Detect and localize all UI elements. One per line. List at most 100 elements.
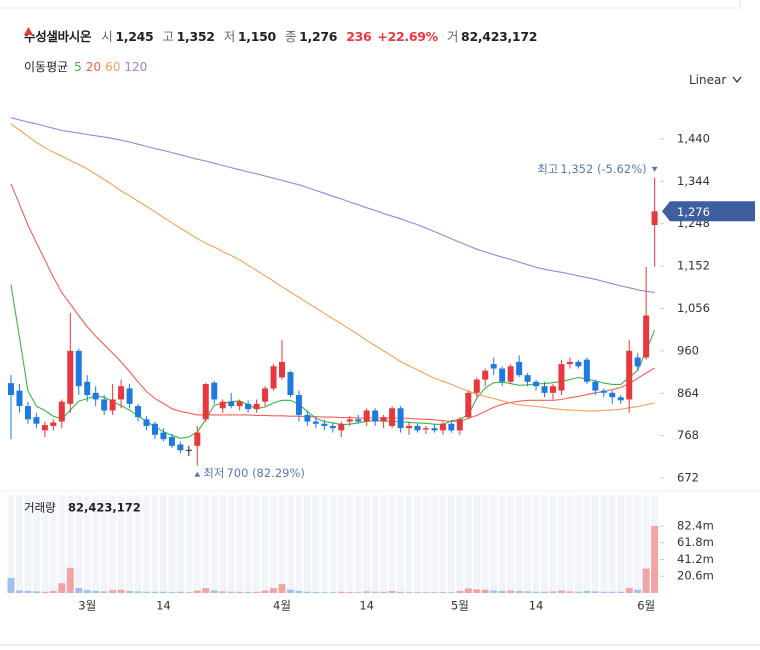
volume-slot xyxy=(202,495,210,593)
legend-entry: 120 xyxy=(124,60,148,74)
last-price-tag xyxy=(662,201,755,222)
volume-bar xyxy=(430,592,438,593)
volume-slot xyxy=(320,495,328,593)
candle-body xyxy=(338,423,345,431)
legend-entry: 5 xyxy=(74,60,82,74)
candle-body xyxy=(109,399,116,411)
volume-bar xyxy=(100,591,108,593)
volume-slot xyxy=(532,495,540,593)
volume-slot xyxy=(473,495,481,593)
candle-body xyxy=(321,423,328,426)
volume-slot xyxy=(32,495,40,593)
candle-body xyxy=(75,350,82,387)
volume-slot xyxy=(295,495,303,593)
volume-slot xyxy=(549,495,557,593)
volume-slot xyxy=(346,495,354,593)
candle-body xyxy=(406,425,413,429)
volume-bar xyxy=(481,589,489,593)
candle-body xyxy=(160,432,167,440)
volume-slot xyxy=(7,495,15,593)
candle-body xyxy=(295,395,302,415)
volume-bar xyxy=(363,591,371,593)
candle-body xyxy=(287,372,294,396)
candle-body xyxy=(643,315,650,358)
candle-body xyxy=(101,399,108,411)
volume-slot xyxy=(464,495,472,593)
chevron[interactable] xyxy=(732,76,742,84)
candle-body xyxy=(33,417,40,424)
quote-label: 고 xyxy=(162,29,174,44)
volume-bar xyxy=(642,568,650,593)
volume-bar xyxy=(549,591,557,593)
volume-slot xyxy=(303,495,311,593)
volume-bar xyxy=(83,590,91,593)
volume-slot xyxy=(456,495,464,593)
volume-slot xyxy=(278,495,286,593)
volume-slot xyxy=(574,495,582,593)
candle-body xyxy=(143,419,150,426)
volume-slot xyxy=(447,495,455,593)
volume-bar xyxy=(58,583,66,593)
volume-slot xyxy=(608,495,616,593)
volume-slot xyxy=(490,495,498,593)
scale-label[interactable]: Linear xyxy=(689,73,727,87)
volume-bar xyxy=(270,588,278,593)
scale-selector[interactable]: Linear xyxy=(689,73,742,87)
volume-bar xyxy=(625,588,633,593)
candle-body xyxy=(185,449,192,451)
candle-body xyxy=(84,381,91,396)
volume-bar xyxy=(413,592,421,593)
volume-bar xyxy=(126,590,134,593)
volume-bar xyxy=(397,591,405,593)
x-tick-label: 14 xyxy=(156,599,171,613)
candle-body xyxy=(507,366,514,382)
volume-bar xyxy=(515,590,523,593)
volume-bar xyxy=(303,591,311,593)
volume-slot xyxy=(583,495,591,593)
volume-slot xyxy=(261,495,269,593)
candle-body xyxy=(270,366,277,389)
ma-title: 이동평균 xyxy=(24,60,69,74)
volume-slot xyxy=(312,495,320,593)
volume-bar xyxy=(66,567,74,593)
candle-body xyxy=(312,421,319,424)
volume-slot xyxy=(41,495,49,593)
quote-value: 1,245 xyxy=(115,29,154,44)
volume-bar xyxy=(329,592,337,593)
volume-slot xyxy=(185,495,193,593)
volume-slot xyxy=(363,495,371,593)
volume-slot xyxy=(270,495,278,593)
ma-line xyxy=(10,123,655,412)
candle-body xyxy=(473,379,480,393)
y-tick-label: 1,248 xyxy=(677,216,710,230)
volume-bar xyxy=(168,592,176,593)
candle-body xyxy=(431,428,438,431)
candle-body xyxy=(194,432,201,446)
y-tick-label: 1,056 xyxy=(677,301,710,315)
candle-body xyxy=(414,425,421,431)
candle-body xyxy=(380,417,387,422)
volume-bar xyxy=(227,591,235,593)
volume-slot xyxy=(591,495,599,593)
volume-slot xyxy=(634,495,642,593)
volume-bar xyxy=(651,525,659,593)
candle-body xyxy=(592,381,599,391)
volume-bar xyxy=(244,592,252,593)
volume-slot xyxy=(422,495,430,593)
volume-slot xyxy=(566,495,574,593)
volume-slot xyxy=(481,495,489,593)
volume-bar xyxy=(524,591,532,593)
candle-body xyxy=(168,436,175,446)
volume-slot xyxy=(168,495,176,593)
volume-slot xyxy=(354,495,362,593)
volume-bar xyxy=(15,590,23,593)
volume-bar xyxy=(202,588,210,593)
volume-tick-label: 82.4m xyxy=(677,518,714,532)
volume-slot xyxy=(227,495,235,593)
volume-slot xyxy=(24,495,32,593)
change-pct: +22.69% xyxy=(377,29,438,44)
volume-tick-label: 61.8m xyxy=(677,535,714,549)
volume-bar xyxy=(24,590,32,593)
ma-line xyxy=(10,117,655,294)
